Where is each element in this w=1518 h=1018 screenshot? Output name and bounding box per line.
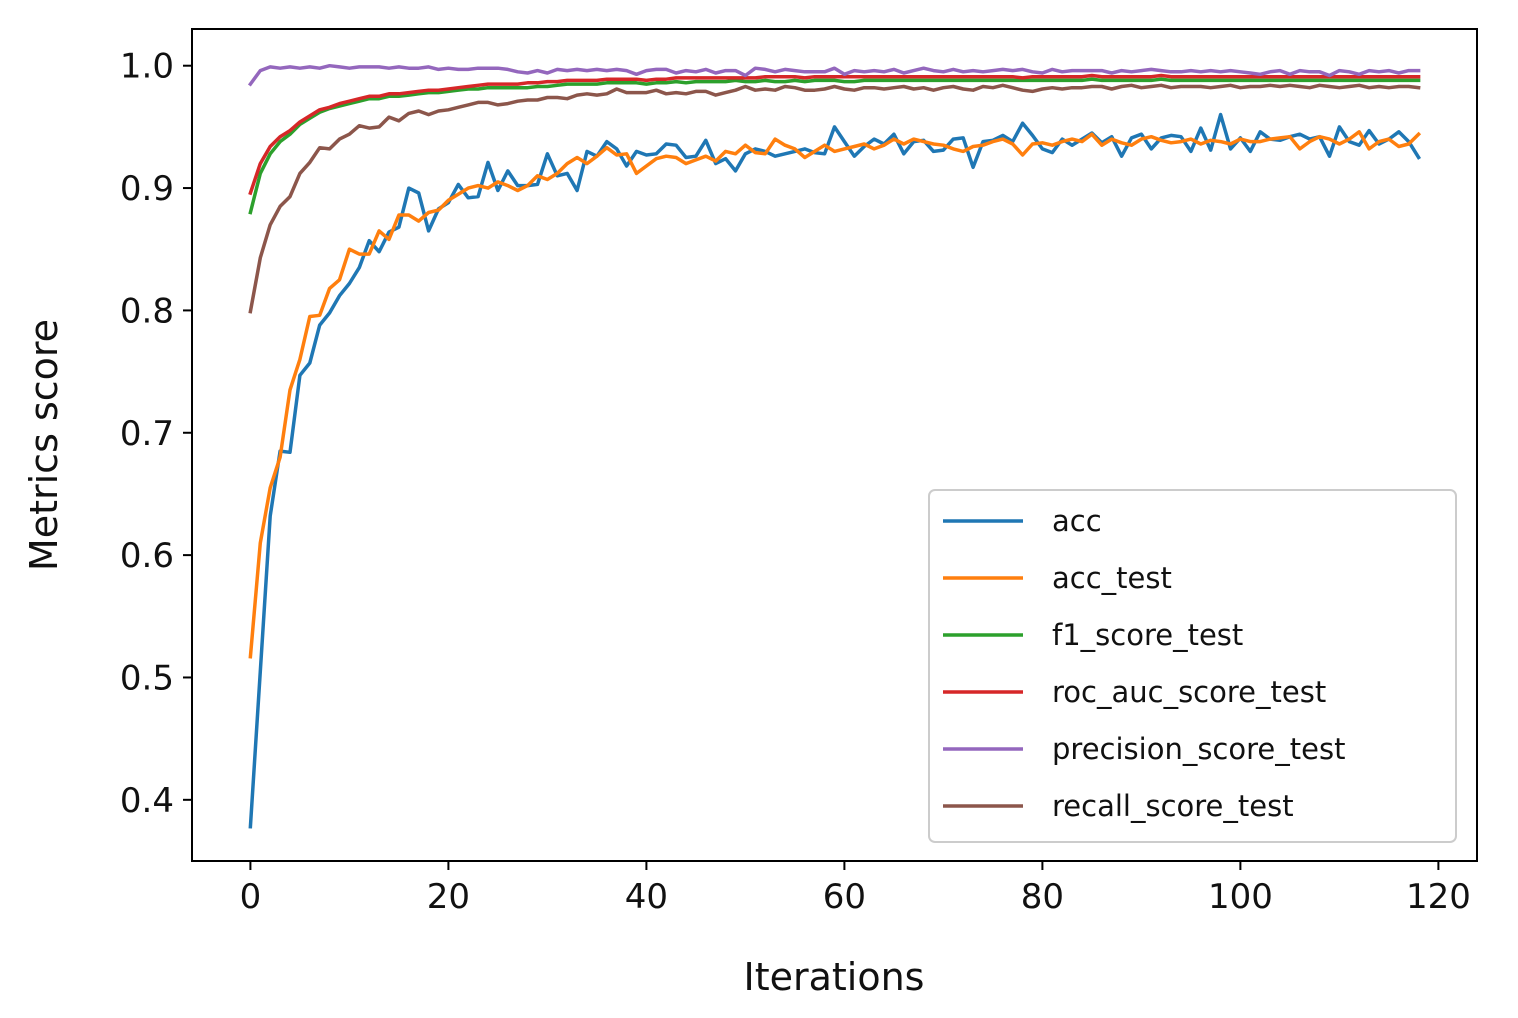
legend-label-precision-score-test: precision_score_test: [1052, 732, 1345, 766]
y-tick-label: 0.4: [120, 781, 174, 821]
y-tick-label: 1.0: [120, 47, 174, 87]
legend-box: [928, 489, 1457, 843]
x-axis-label: Iterations: [744, 955, 925, 999]
y-axis-label: Metrics score: [22, 319, 66, 571]
legend-entries: acc acc_test f1_score_test roc_auc_score_te…: [943, 504, 1345, 823]
series-layer: [247, 63, 1422, 829]
y-tick-label: 0.6: [120, 536, 174, 576]
legend-label-recall-score-test: recall_score_test: [1052, 789, 1294, 823]
y-tick-label: 0.9: [120, 169, 174, 209]
y-tick-label: 0.7: [120, 414, 174, 454]
legend: acc acc_test f1_score_test roc_auc_score_te…: [928, 489, 1457, 843]
x-tick-label: 120: [1406, 877, 1471, 917]
legend-label-roc-auc-score-test: roc_auc_score_test: [1052, 675, 1326, 709]
x-tick-label: 60: [823, 877, 866, 917]
y-tick-label: 0.5: [120, 658, 174, 698]
x-tick-label: 80: [1021, 877, 1064, 917]
plot-frame: [191, 28, 1478, 862]
series-line-acc-test: [248, 130, 1422, 659]
x-tick-label: 100: [1208, 877, 1273, 917]
y-axis: 0.4 0.5 0.6 0.7 0.8 0.9 1.0: [120, 47, 192, 821]
x-tick-label: 20: [427, 877, 470, 917]
legend-label-acc: acc: [1052, 504, 1102, 538]
series-line-roc-auc-score-test: [248, 73, 1421, 196]
series-line-f1-score-test: [248, 77, 1421, 215]
x-tick-label: 0: [240, 877, 262, 917]
series-line-recall-score-test: [248, 83, 1421, 314]
legend-label-f1-score-test: f1_score_test: [1052, 618, 1243, 652]
legend-label-acc-test: acc_test: [1052, 561, 1172, 595]
series-line-precision-score-test: [247, 63, 1421, 87]
y-tick-label: 0.8: [120, 291, 174, 331]
x-tick-label: 40: [625, 877, 668, 917]
x-axis: 0 20 40 60 80 100 120: [240, 861, 1471, 917]
